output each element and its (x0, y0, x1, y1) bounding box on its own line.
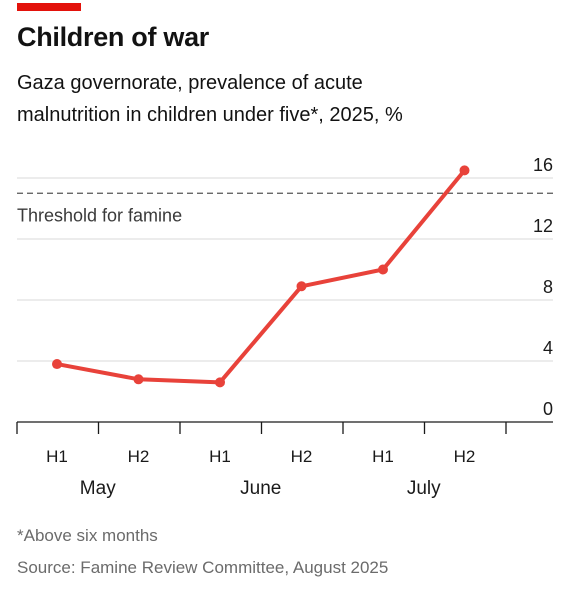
month-label: June (240, 478, 281, 499)
x-tick-label: H1 (46, 447, 68, 466)
data-point (215, 377, 225, 388)
data-point (378, 264, 388, 275)
x-tick-label: H2 (291, 447, 313, 466)
y-tick-label: 4 (543, 338, 553, 358)
x-tick-label: H2 (454, 447, 476, 466)
data-point (296, 281, 307, 292)
footnote: *Above six months (17, 526, 158, 545)
chart-subtitle-line-2: malnutrition in children under five*, 20… (17, 104, 403, 126)
source-note: Source: Famine Review Committee, August … (17, 558, 389, 577)
y-tick-label: 0 (543, 399, 553, 419)
x-tick-label: H2 (128, 447, 150, 466)
data-point (133, 374, 144, 385)
y-tick-label: 12 (533, 216, 553, 236)
y-tick-label: 8 (543, 277, 553, 297)
month-label: July (407, 478, 441, 499)
threshold-label: Threshold for famine (17, 205, 182, 225)
y-axis-tick-labels: 0 4 8 12 16 (533, 155, 553, 419)
month-label: May (80, 478, 116, 499)
series-malnutrition (52, 165, 470, 388)
brand-accent-bar (17, 3, 81, 11)
famine-threshold: Threshold for famine (17, 192, 553, 225)
series-line (55, 168, 467, 385)
chart-subtitle-line-1: Gaza governorate, prevalence of acute (17, 72, 363, 94)
chart-title: Children of war (17, 22, 210, 52)
data-point (459, 165, 470, 176)
x-tick-label: H1 (209, 447, 231, 466)
x-axis (16, 422, 507, 434)
x-tick-label: H1 (372, 447, 394, 466)
x-axis-tick-labels: H1 H2 H1 H2 H1 H2 May June July (46, 447, 475, 499)
gridlines (17, 177, 553, 423)
y-tick-label: 16 (533, 155, 553, 175)
data-point (52, 359, 62, 370)
